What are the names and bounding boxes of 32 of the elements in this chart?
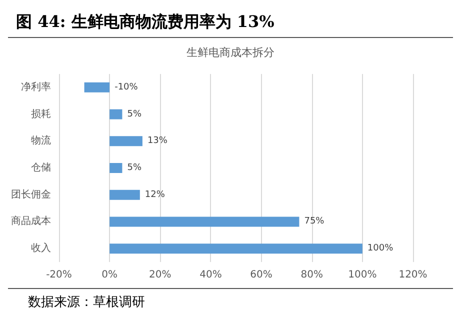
data-label: 5% — [127, 109, 142, 120]
bar — [110, 244, 362, 254]
bar — [110, 109, 122, 120]
bar — [110, 163, 122, 173]
y-tick-label: 团长佣金 — [11, 188, 51, 200]
x-tick-label: 80% — [300, 270, 323, 280]
x-tick-label: 120% — [398, 270, 428, 280]
chart-title: 图 44: 生鲜电商物流费用率为 13% — [15, 11, 276, 33]
chart-subtitle: 生鲜电商成本拆分 — [186, 46, 274, 59]
y-tick-label: 收入 — [31, 242, 51, 254]
x-tick-label: 40% — [200, 270, 222, 280]
data-label: 100% — [367, 244, 394, 254]
x-tick-label: -20% — [46, 270, 72, 280]
y-tick-label: 净利率 — [21, 80, 51, 93]
bar — [110, 216, 300, 227]
x-tick-label: 20% — [149, 270, 172, 280]
y-tick-label: 商品成本 — [11, 215, 51, 228]
data-label: -10% — [114, 82, 138, 92]
x-tick-label: 0% — [102, 270, 118, 280]
data-label: 12% — [144, 190, 166, 200]
x-tick-label: 60% — [250, 270, 272, 280]
x-tick-label: 100% — [348, 270, 377, 280]
y-tick-label: 仓储 — [31, 162, 51, 174]
y-tick-label: 物流 — [31, 134, 51, 147]
bar — [110, 136, 142, 146]
data-label: 13% — [147, 136, 168, 146]
bar — [84, 82, 110, 92]
source-note: 数据来源：草根调研 — [27, 294, 146, 311]
data-label: 75% — [304, 216, 325, 227]
data-label: 5% — [127, 163, 142, 173]
y-tick-label: 损耗 — [31, 108, 51, 120]
bar — [110, 190, 140, 200]
